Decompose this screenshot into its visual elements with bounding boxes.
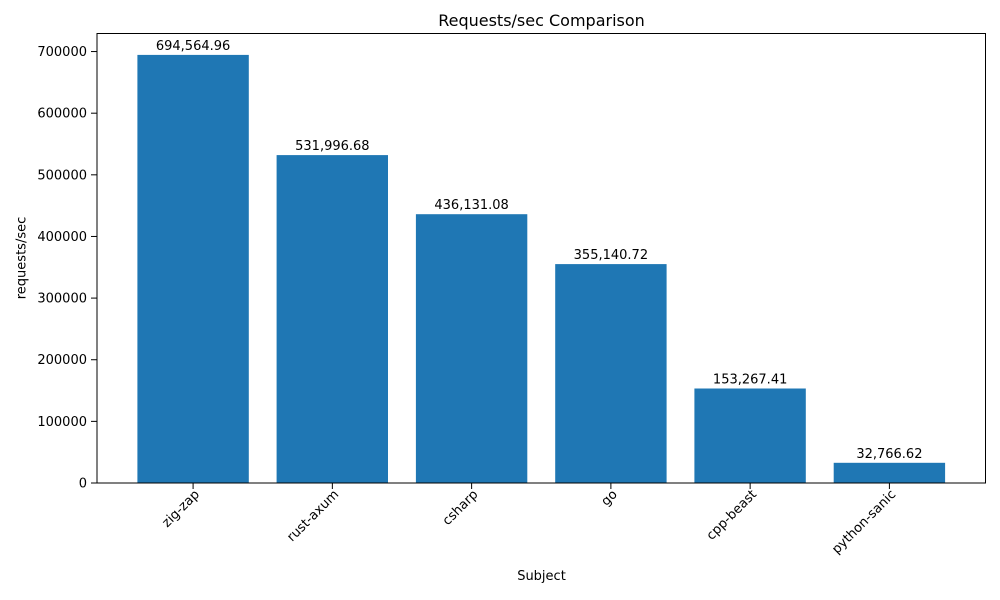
y-tick-label: 500000 (37, 168, 87, 183)
y-tick-label: 100000 (37, 415, 87, 430)
bar-value-label: 32,766.62 (856, 447, 922, 462)
x-axis-label: Subject (517, 569, 566, 584)
bar-value-label: 436,131.08 (434, 198, 508, 213)
bar-value-label: 355,140.72 (574, 248, 648, 263)
axes-spines (96, 33, 986, 484)
bar-csharp (415, 214, 528, 483)
chart-title: Requests/sec Comparison (438, 11, 645, 30)
bar-cpp-beast (694, 388, 806, 483)
bar-go (555, 264, 667, 483)
bar-python-sanic (833, 462, 946, 483)
bar-value-label: 694,564.96 (156, 39, 230, 54)
y-tick-label: 700000 (37, 45, 87, 60)
y-tick-label: 600000 (37, 107, 87, 122)
x-tick-label: csharp (440, 487, 482, 529)
y-axis-label: requests/sec (14, 216, 30, 300)
y-tick-label: 0 (79, 477, 87, 492)
x-tick-label: go (599, 487, 621, 509)
bar-value-label: 531,996.68 (295, 139, 369, 154)
bar-zig-zap (137, 54, 249, 484)
bar-value-label: 153,267.41 (713, 373, 787, 388)
x-tick-label: rust-axum (284, 487, 342, 545)
y-tick-label: 400000 (37, 230, 87, 245)
y-tick-label: 300000 (37, 292, 87, 307)
x-tick-label: zig-zap (159, 487, 202, 530)
bar-rust-axum (276, 155, 388, 483)
y-tick-label: 200000 (37, 353, 87, 368)
x-tick-label: python-sanic (829, 487, 899, 557)
x-tick-label: cpp-beast (704, 487, 760, 543)
